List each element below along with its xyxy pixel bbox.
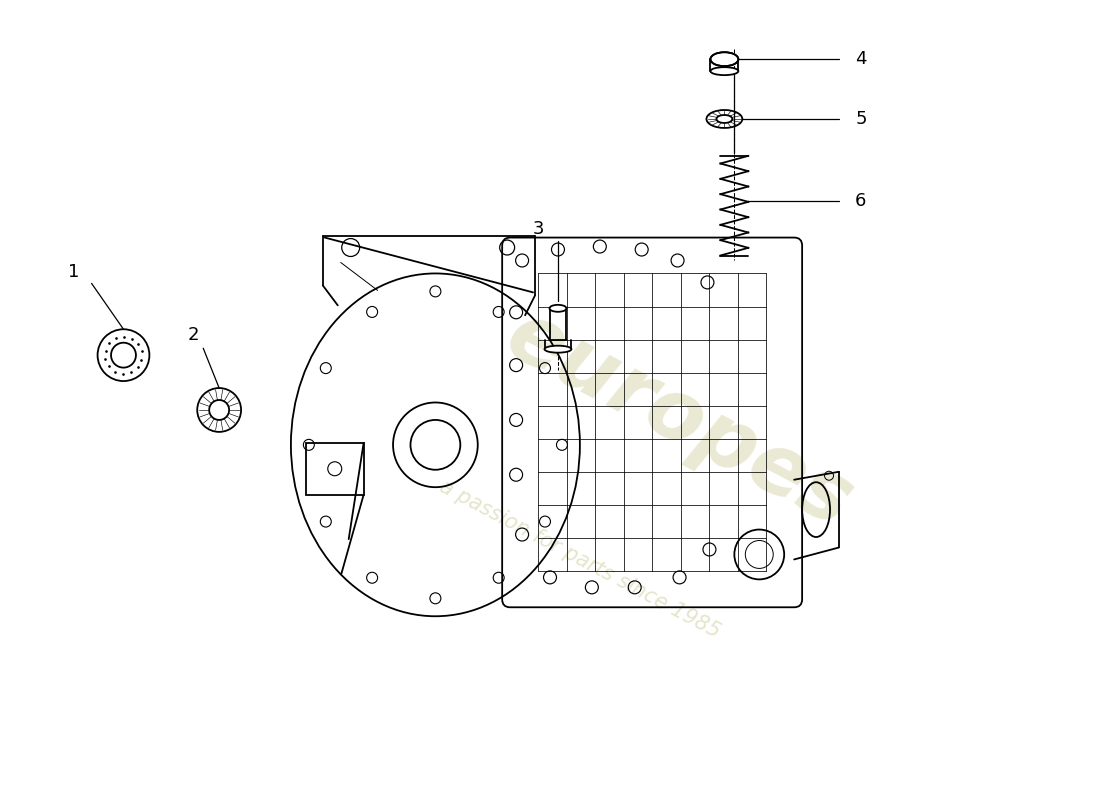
Ellipse shape: [550, 305, 566, 312]
Bar: [306, 443, 364, 494]
Text: 4: 4: [855, 50, 867, 68]
Text: 3: 3: [532, 219, 543, 238]
Text: 2: 2: [187, 326, 199, 344]
Ellipse shape: [711, 52, 738, 66]
Ellipse shape: [544, 346, 571, 353]
Text: europes: europes: [493, 295, 867, 545]
Text: 6: 6: [855, 192, 867, 210]
Ellipse shape: [711, 67, 738, 75]
Text: 1: 1: [68, 263, 79, 282]
Text: 5: 5: [855, 110, 867, 128]
Text: a passion for parts since 1985: a passion for parts since 1985: [436, 477, 724, 642]
